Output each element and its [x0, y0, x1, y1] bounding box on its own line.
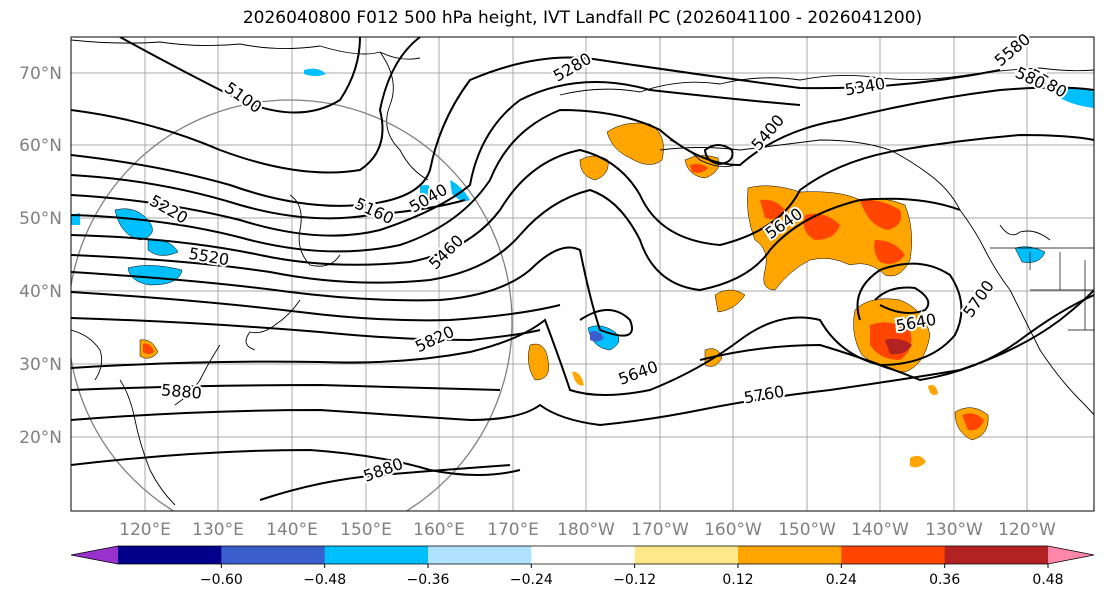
colorbar-tick-label: 0.24	[826, 572, 857, 588]
map-background	[71, 37, 1094, 511]
gridlines	[71, 37, 1094, 511]
map-frame	[70, 36, 1095, 512]
latitude-label: 40°N	[19, 282, 62, 302]
ivt-positive-shading	[139, 122, 989, 468]
latitude-label: 60°N	[19, 136, 62, 156]
colorbar-swatch	[221, 546, 326, 564]
longitude-label: 120°E	[119, 520, 171, 540]
longitude-label: 120°W	[998, 520, 1056, 540]
longitude-label: 160°E	[413, 520, 465, 540]
colorbar: −0.60 −0.48 −0.36 −0.24 −0.12 0.12 0.24 0.36 0.4…	[70, 545, 1095, 588]
colorbar-tick-label: 0.36	[929, 572, 960, 588]
longitude-label: 140°W	[851, 520, 909, 540]
longitude-labels: 120°E 130°E 140°E 150°E 160°E 170°E 180°W 170°W…	[119, 520, 1056, 540]
latitude-label: 50°N	[19, 209, 62, 229]
borders	[990, 247, 1094, 331]
longitude-label: 130°W	[925, 520, 983, 540]
colorbar-tick-label: −0.36	[407, 572, 450, 588]
ivt-negative-shading	[71, 68, 1094, 351]
colorbar-tick-label: −0.48	[303, 572, 346, 588]
colorbar-tick-label: 0.48	[1032, 572, 1063, 588]
longitude-label: 130°E	[192, 520, 244, 540]
landfall-circle	[71, 99, 513, 511]
colorbar-extend-min	[71, 546, 118, 564]
height-contours	[71, 37, 1094, 501]
latitude-labels: 70°N 60°N 50°N 40°N 30°N 20°N	[19, 64, 62, 448]
colorbar-tick-label: −0.24	[510, 572, 553, 588]
colorbar-tick-label: −0.12	[613, 572, 656, 588]
latitude-label: 20°N	[19, 428, 62, 448]
colorbar-tick-label: −0.60	[200, 572, 243, 588]
colorbar-tick-label: 0.12	[722, 572, 753, 588]
longitude-label: 150°W	[778, 520, 836, 540]
contour-label: 5880	[160, 380, 202, 402]
longitude-label: 180°W	[557, 520, 615, 540]
colorbar-swatch	[531, 546, 636, 564]
latitude-label: 70°N	[19, 64, 62, 84]
latitude-label: 30°N	[19, 355, 62, 375]
colorbar-swatch	[841, 546, 946, 564]
longitude-label: 140°E	[266, 520, 318, 540]
colorbar-swatch	[944, 546, 1049, 564]
colorbar-swatch	[634, 546, 739, 564]
colorbar-swatch	[738, 546, 842, 564]
colorbar-swatch	[324, 546, 429, 564]
longitude-label: 150°E	[340, 520, 392, 540]
longitude-label: 160°W	[704, 520, 762, 540]
longitude-label: 170°E	[487, 520, 539, 540]
colorbar-extend-max	[1048, 546, 1094, 564]
colorbar-outline	[70, 545, 1095, 565]
colorbar-swatch	[118, 546, 222, 564]
longitude-label: 170°W	[631, 520, 689, 540]
chart-title: 2026040800 F012 500 hPa height, IVT Land…	[242, 8, 923, 28]
colorbar-swatch	[428, 546, 532, 564]
